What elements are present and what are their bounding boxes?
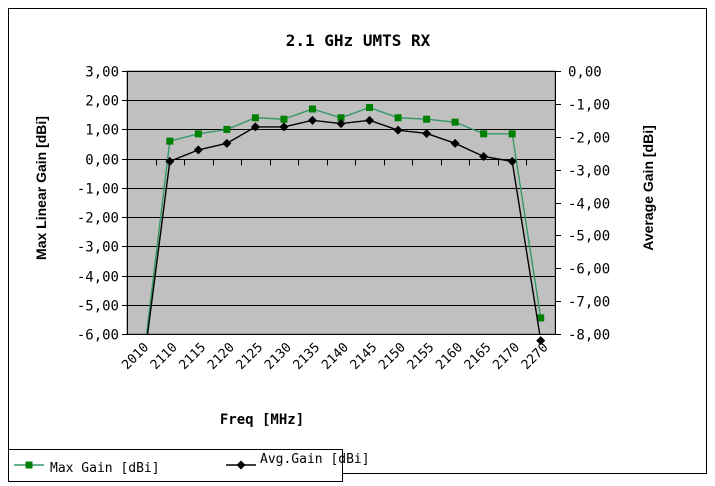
y-tick-label: 1,00 (85, 123, 119, 139)
data-point (279, 122, 289, 132)
data-point (537, 314, 545, 322)
y-tick-label: 2,00 (85, 94, 119, 110)
data-point (337, 114, 345, 122)
y-tick-label: -2,00 (77, 211, 119, 227)
data-point (480, 130, 488, 138)
data-point (536, 336, 546, 346)
legend-marker (236, 460, 246, 470)
y2-axis-title: Average Gain [dBi] (640, 125, 656, 251)
data-point (165, 156, 175, 166)
data-point (422, 128, 432, 138)
y-tick-label: -6,00 (77, 328, 119, 344)
y-tick-label: 3,00 (85, 65, 119, 81)
x-axis-title: Freq [MHz] (220, 412, 304, 428)
y2-tick-label: -7,00 (568, 295, 610, 311)
y-tick-label: -1,00 (77, 182, 119, 198)
data-point (308, 105, 316, 113)
legend-label: Avg.Gain [dBi] (260, 452, 370, 467)
data-point (450, 138, 460, 148)
data-point (336, 119, 346, 129)
y2-tick-label: -3,00 (568, 164, 610, 180)
data-point (193, 145, 203, 155)
data-point (423, 115, 431, 123)
y2-tick-label: -1,00 (568, 98, 610, 114)
data-point (222, 138, 232, 148)
y2-tick-label: -5,00 (568, 229, 610, 245)
data-point (508, 130, 516, 138)
data-point (307, 115, 317, 125)
data-point (194, 130, 202, 138)
data-point (507, 156, 517, 166)
plot-area (126, 70, 556, 335)
data-point (251, 114, 259, 122)
data-point (166, 137, 174, 145)
y-tick-label: -4,00 (77, 270, 119, 286)
y2-tick-label: 0,00 (568, 65, 602, 81)
legend: Max Gain [dBi] Avg.Gain [dBi] (8, 449, 370, 482)
legend-marker (25, 461, 33, 469)
chart-title: 2.1 GHz UMTS RX (286, 31, 431, 50)
data-point (394, 114, 402, 122)
data-point (393, 125, 403, 135)
y-tick-label: -3,00 (77, 240, 119, 256)
y2-tick-label: -4,00 (568, 197, 610, 213)
data-point (366, 104, 374, 112)
y2-tick-label: -2,00 (568, 131, 610, 147)
y-axis-title: Max Linear Gain [dBi] (33, 116, 49, 260)
data-point (250, 122, 260, 132)
legend-box (8, 449, 343, 482)
y2-tick-label: -8,00 (568, 328, 610, 344)
y-tick-label: 0,00 (85, 153, 119, 169)
data-point (280, 115, 288, 123)
y-tick-label: -5,00 (77, 299, 119, 315)
data-point (365, 115, 375, 125)
data-point (479, 151, 489, 161)
data-point (451, 118, 459, 126)
data-point (223, 125, 231, 133)
legend-label: Max Gain [dBi] (50, 461, 160, 476)
y2-tick-label: -6,00 (568, 262, 610, 278)
